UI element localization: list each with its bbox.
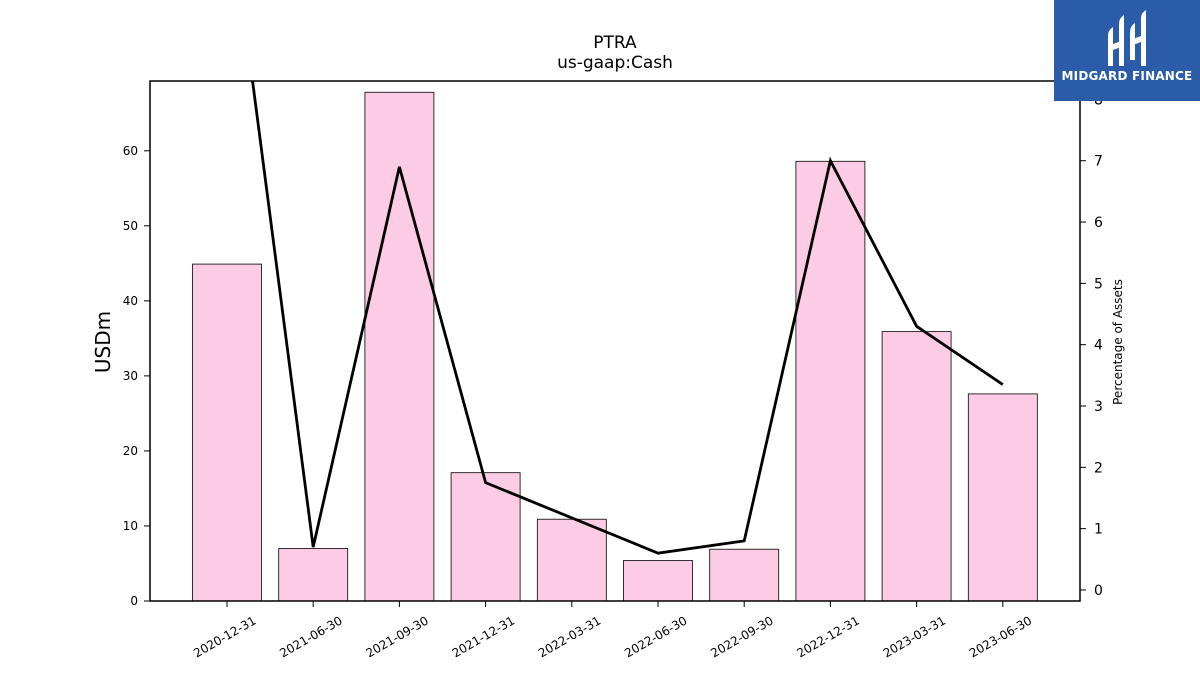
x-tick-label: 2022-03-31: [536, 613, 603, 660]
y-tick-label: 30: [123, 369, 138, 383]
chart-title: PTRA: [593, 33, 637, 53]
line-series: [251, 81, 1004, 555]
y2-tick-label: 2: [1094, 460, 1103, 476]
y2-axis-label: Percentage of Assets: [1111, 279, 1125, 405]
y-tick-label: 10: [123, 519, 138, 533]
y2-tick-label: 4: [1094, 338, 1103, 354]
y-tick-label: 60: [123, 144, 138, 158]
bar-2020-12-31: [192, 263, 262, 602]
chart-subtitle: us-gaap:Cash: [557, 53, 673, 73]
bar-2023-03-31: [881, 331, 952, 602]
y-axis-label: USDm: [91, 311, 115, 373]
bar-2021-06-30: [278, 548, 349, 602]
bar-2023-06-30: [967, 393, 1038, 602]
x-tick-label: 2022-06-30: [622, 613, 689, 660]
y2-tick-label: 6: [1094, 215, 1103, 231]
x-tick-label: 2021-09-30: [363, 613, 430, 660]
y2-tick-label: 0: [1094, 583, 1103, 599]
x-tick-label: 2023-03-31: [881, 613, 948, 660]
bar-2021-09-30: [364, 91, 435, 602]
bar-series: [192, 91, 1038, 602]
y-tick-label: 0: [130, 594, 138, 608]
midgard-finance-logo: MIDGARD FINANCE: [1054, 0, 1200, 101]
y-tick-label: 20: [123, 444, 138, 458]
bar-2021-12-31: [450, 472, 521, 602]
x-tick-label: 2021-06-30: [277, 613, 344, 660]
x-tick-label: 2022-09-30: [708, 613, 775, 660]
x-tick-label: 2022-12-31: [794, 613, 861, 660]
bar-2022-09-30: [709, 548, 780, 602]
y-tick-label: 50: [123, 219, 138, 233]
x-tick-label: 2023-06-30: [967, 613, 1034, 660]
y2-tick-label: 7: [1094, 154, 1103, 170]
x-tick-label: 2021-12-31: [450, 613, 517, 660]
plot-frame: [149, 80, 1081, 602]
line-percentage-of-assets: [251, 81, 1004, 555]
logo-text: MIDGARD FINANCE: [1061, 69, 1193, 83]
bar-2022-06-30: [623, 560, 693, 602]
bar-2022-03-31: [536, 518, 607, 602]
y2-tick-label: 1: [1094, 522, 1103, 538]
x-tick-label: 2020-12-31: [191, 613, 258, 660]
midgard-logo-icon: [1108, 10, 1146, 66]
bar-2022-12-31: [795, 160, 866, 602]
y-tick-label: 40: [123, 294, 138, 308]
axes: 01020304050600123456782020-12-312021-06-…: [123, 80, 1103, 660]
y2-tick-label: 3: [1094, 399, 1103, 415]
y2-tick-label: 5: [1094, 276, 1103, 292]
